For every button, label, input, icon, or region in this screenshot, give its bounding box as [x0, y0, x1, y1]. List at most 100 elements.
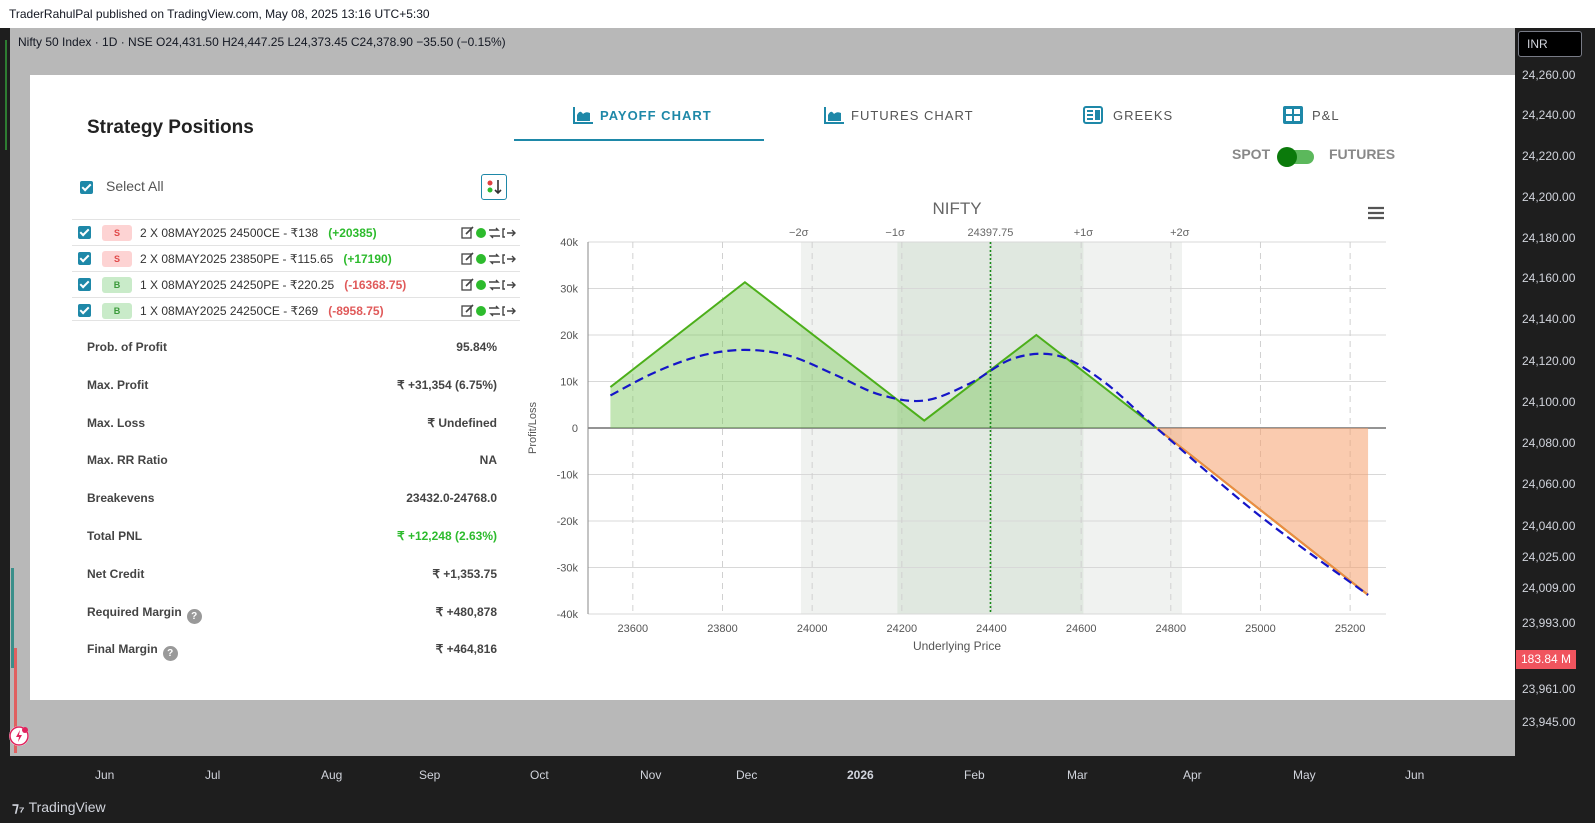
time-label: Aug [321, 768, 343, 782]
y-tick-label: 20k [560, 330, 578, 342]
left-toolbar-strip [0, 28, 17, 756]
pnl-icon [1282, 105, 1304, 130]
stat-label: Net Credit [87, 567, 144, 581]
time-label: Nov [640, 768, 662, 782]
position-text: 1 X 08MAY2025 24250CE - ₹269 (-8958.75) [140, 304, 384, 318]
stat-row: Prob. of Profit 95.84% [87, 337, 497, 357]
help-icon[interactable]: ? [186, 608, 202, 624]
position-row: B 1 X 08MAY2025 24250CE - ₹269 (-8958.75) [72, 297, 520, 323]
swap-icon[interactable] [489, 305, 500, 317]
y-tick-label: -10k [557, 470, 579, 482]
position-actions [460, 277, 520, 293]
lightning-icon[interactable] [9, 726, 29, 746]
panel-title: Strategy Positions [87, 117, 254, 138]
status-dot-icon[interactable] [476, 254, 486, 264]
stat-label: Required Margin? [87, 605, 202, 624]
position-pnl: (+20385) [328, 226, 377, 240]
stat-label: Max. RR Ratio [87, 453, 168, 467]
x-tick-label: 23800 [707, 623, 738, 635]
position-detail: 1 X 08MAY2025 24250PE - ₹220.25 [140, 278, 335, 292]
stat-label: Max. Profit [87, 378, 148, 392]
edit-icon[interactable] [461, 226, 474, 239]
publish-header: TraderRahulPal published on TradingView.… [0, 0, 1595, 28]
price-label: 24,200.00 [1522, 190, 1576, 204]
swap-icon[interactable] [489, 253, 500, 265]
volume-badge: 183.84 M [1516, 650, 1576, 669]
edit-icon[interactable] [461, 252, 474, 265]
exit-icon[interactable] [502, 254, 516, 264]
y-tick-label: 40k [560, 237, 578, 249]
time-label: Jun [95, 768, 115, 782]
status-dot-icon[interactable] [476, 228, 486, 238]
tab-payoff-chart[interactable]: PAYOFF CHART [600, 108, 712, 123]
stat-value: ₹ +464,816 [435, 642, 497, 657]
position-row: S 2 X 08MAY2025 23850PE - ₹115.65 (+17190) [72, 245, 520, 271]
position-row: S 2 X 08MAY2025 24500CE - ₹138 (+20385) [72, 219, 520, 245]
chart-title: NIFTY [932, 199, 981, 218]
stat-label: Prob. of Profit [87, 340, 167, 354]
swap-icon[interactable] [489, 279, 500, 291]
sigma-label: +1σ [1074, 227, 1094, 239]
tab-pnl[interactable]: P&L [1312, 108, 1340, 123]
stat-value: ₹ +480,878 [435, 604, 497, 619]
x-tick-label: 24800 [1156, 623, 1187, 635]
time-axis[interactable]: Jun Jul Aug Sep Oct Nov Dec 2026 Feb Mar Apr May Jun [0, 756, 1595, 791]
position-text: 2 X 08MAY2025 23850PE - ₹115.65 (+17190) [140, 252, 392, 266]
exit-icon[interactable] [502, 228, 516, 238]
stat-row: Net Credit ₹ +1,353.75 [87, 564, 497, 584]
stat-label-text: Net Credit [87, 566, 145, 581]
y-tick-label: 10k [560, 377, 578, 389]
help-icon[interactable]: ? [162, 646, 178, 662]
currency-button[interactable]: INR [1518, 31, 1582, 57]
sigma-label: −1σ [885, 227, 905, 239]
time-label: Sep [419, 768, 441, 782]
price-label: 24,220.00 [1522, 149, 1576, 163]
stat-label-text: Max. RR Ratio [87, 453, 168, 468]
x-tick-label: 24000 [797, 623, 828, 635]
side-badge: B [102, 303, 132, 319]
tab-greeks[interactable]: GREEKS [1113, 108, 1174, 123]
swap-icon[interactable] [489, 227, 500, 239]
stat-value: 95.84% [456, 340, 497, 354]
status-dot-icon[interactable] [476, 280, 486, 290]
active-tab-underline [514, 139, 764, 141]
price-label: 24,025.00 [1522, 550, 1576, 564]
stat-value: ₹ +1,353.75 [432, 566, 497, 581]
position-checkbox[interactable] [78, 252, 91, 265]
sigma-label: 24397.75 [968, 227, 1014, 239]
x-tick-label: 24600 [1066, 623, 1097, 635]
position-actions [460, 225, 520, 241]
side-badge: B [102, 277, 132, 293]
stat-row: Total PNL ₹ +12,248 (2.63%) [87, 526, 497, 546]
price-label: 24,009.00 [1522, 581, 1576, 595]
select-all-checkbox[interactable] [80, 181, 93, 194]
edit-icon[interactable] [461, 278, 474, 291]
sort-button[interactable] [481, 174, 507, 200]
payoff-chart[interactable]: 40k 30k 20k 10k 0 -10k -20k -30k -40k 23600 23800 2… [520, 190, 1410, 670]
position-checkbox[interactable] [78, 278, 91, 291]
tab-futures-chart[interactable]: FUTURES CHART [851, 108, 974, 123]
spot-futures-toggle[interactable] [1277, 147, 1314, 167]
x-tick-label: 24200 [887, 623, 918, 635]
price-label: 24,100.00 [1522, 395, 1576, 409]
position-detail: 1 X 08MAY2025 24250CE - ₹269 [140, 304, 319, 318]
stat-row: Required Margin? ₹ +480,878 [87, 602, 497, 624]
x-axis-title: Underlying Price [913, 639, 1001, 653]
exit-icon[interactable] [502, 306, 516, 316]
side-badge: S [102, 225, 132, 241]
exit-icon[interactable] [502, 280, 516, 290]
y-tick-label: 30k [560, 284, 578, 296]
stat-value: ₹ +12,248 (2.63%) [396, 529, 497, 543]
expiry-loss-line [1155, 427, 1369, 596]
x-tick-label: 23600 [618, 623, 649, 635]
price-axis[interactable]: 24,260.00 24,240.00 24,220.00 24,200.00 24,1… [1515, 28, 1595, 756]
chart-menu-icon[interactable] [1365, 205, 1387, 221]
position-checkbox[interactable] [78, 226, 91, 239]
status-dot-icon[interactable] [476, 306, 486, 316]
toggle-futures-label: FUTURES [1329, 146, 1396, 162]
edit-icon[interactable] [461, 304, 474, 317]
position-checkbox[interactable] [78, 304, 91, 317]
loss-area [1156, 428, 1369, 595]
y-axis-title: Profit/Loss [527, 402, 539, 454]
price-label: 24,120.00 [1522, 354, 1576, 368]
